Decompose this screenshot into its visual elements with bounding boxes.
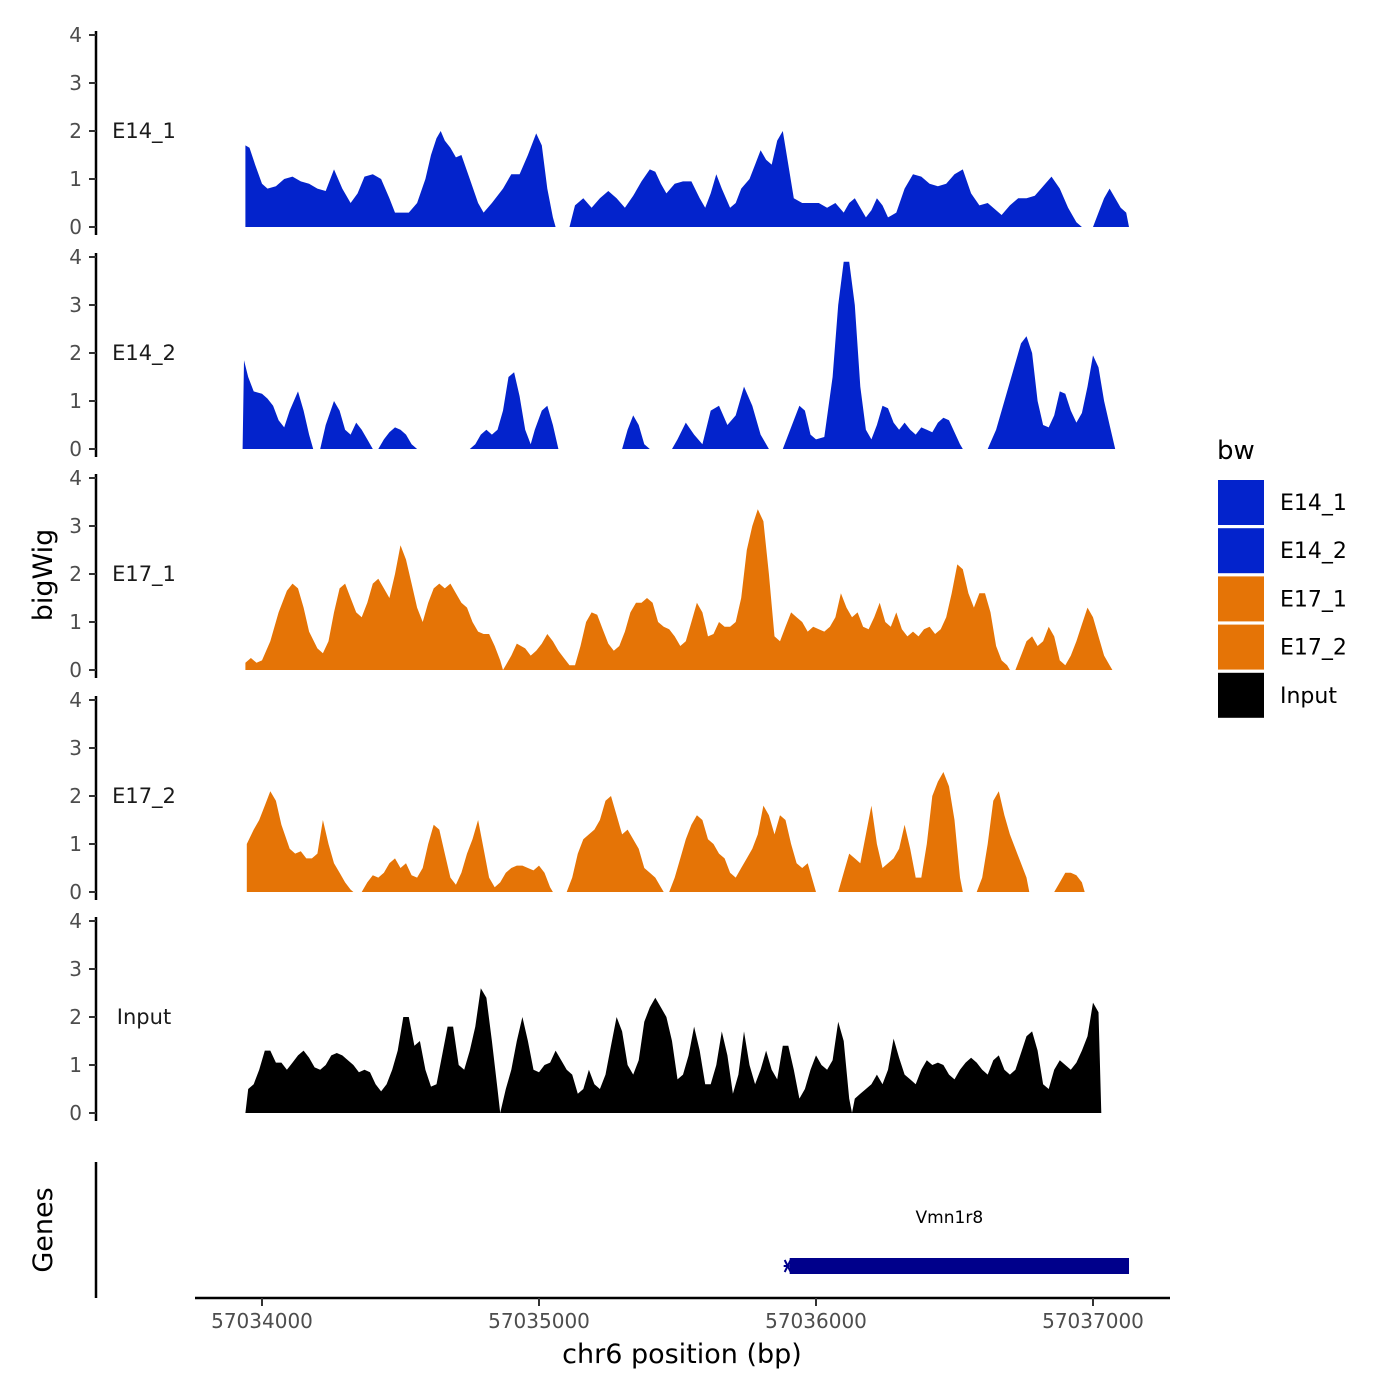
legend-swatch-E17_2 (1218, 624, 1264, 670)
legend-label-Input: Input (1280, 684, 1337, 709)
y-tick-label: 4 (69, 245, 82, 269)
y-axis-title: bigWig (28, 529, 59, 622)
legend-label-E14_1: E14_1 (1280, 491, 1347, 516)
coverage-area-E14_2 (242, 360, 418, 449)
coverage-area-E14_1 (1093, 188, 1129, 227)
x-tick-label: 57037000 (1042, 1309, 1144, 1333)
coverage-area-E14_2 (622, 415, 650, 449)
legend-label-E17_2: E17_2 (1280, 636, 1347, 661)
coverage-area-E14_2 (469, 372, 559, 449)
track-label-E14_1: E14_1 (112, 119, 176, 144)
legend-label-E14_2: E14_2 (1280, 539, 1347, 564)
x-tick-label: 57034000 (211, 1309, 313, 1333)
track-E14_1: 0 1 2 3 4 E14_1 (69, 23, 1129, 239)
coverage-area-E14_1 (245, 131, 556, 227)
coverage-area-E17_2 (838, 772, 963, 892)
coverage-area-E17_1 (245, 509, 1010, 670)
y-tick-label: 2 (69, 784, 82, 808)
legend-swatch-Input (1218, 672, 1264, 718)
y-tick-label: 0 (69, 437, 82, 461)
gene-strand-glyph (783, 1259, 792, 1273)
x-tick-label: 57035000 (488, 1309, 590, 1333)
gene-body-Vmn1r8 (789, 1258, 1130, 1274)
coverage-area-E17_2 (1054, 872, 1085, 892)
legend-swatch-E14_1 (1218, 480, 1264, 525)
track-E17_1: 0 1 2 3 4 E17_1 (69, 466, 1113, 682)
y-tick-label: 4 (69, 909, 82, 933)
y-tick-label: 3 (69, 514, 82, 538)
track-E14_2: 0 1 2 3 4 E14_2 (69, 245, 1116, 461)
coverage-area-Input (852, 1002, 1102, 1113)
y-tick-label: 2 (69, 119, 82, 143)
coverage-area-E17_2 (361, 820, 553, 892)
y-tick-label: 4 (69, 688, 82, 712)
y-tick-label: 0 (69, 658, 82, 682)
y-tick-label: 2 (69, 1005, 82, 1029)
y-tick-label: 4 (69, 23, 82, 47)
y-tick-label: 0 (69, 880, 82, 904)
y-tick-label: 3 (69, 71, 82, 95)
track-label-Input: Input (117, 1005, 171, 1029)
y-tick-label: 1 (69, 1053, 82, 1077)
y-tick-label: 4 (69, 466, 82, 490)
coverage-area-E17_2 (976, 791, 1030, 892)
x-axis-title: chr6 position (bp) (562, 1339, 802, 1370)
legend-swatch-E14_2 (1218, 528, 1264, 574)
gene-label-Vmn1r8: Vmn1r8 (916, 1208, 984, 1228)
track-label-E17_1: E17_1 (112, 562, 176, 587)
y-tick-label: 3 (69, 957, 82, 981)
legend-swatch-E17_1 (1218, 576, 1264, 622)
y-tick-label: 2 (69, 341, 82, 365)
track-E17_2: 0 1 2 3 4 E17_2 (69, 688, 1085, 904)
genes-panel: Genes Vmn1r8 (28, 1162, 1130, 1298)
y-tick-label: 2 (69, 562, 82, 586)
legend-title: bw (1217, 436, 1255, 466)
coverage-area-E17_2 (669, 805, 816, 892)
coverage-area-E17_2 (246, 791, 354, 892)
coverage-area-E14_2 (672, 386, 769, 449)
genes-axis-title: Genes (28, 1187, 59, 1272)
x-tick-label: 57036000 (765, 1309, 867, 1333)
track-label-E17_2: E17_2 (112, 784, 176, 809)
track-label-E14_2: E14_2 (112, 341, 176, 366)
y-tick-label: 1 (69, 610, 82, 634)
y-tick-label: 3 (69, 293, 82, 317)
y-tick-label: 1 (69, 167, 82, 191)
x-axis: chr6 position (bp) 57034000 57035000 57036… (195, 1296, 1170, 1370)
coverage-area-E14_2 (987, 336, 1116, 449)
coverage-area-Input (245, 988, 501, 1113)
y-tick-label: 3 (69, 736, 82, 760)
coverage-area-Input (500, 997, 852, 1113)
y-tick-label: 1 (69, 389, 82, 413)
coverage-area-E14_2 (782, 261, 963, 449)
y-tick-label: 0 (69, 215, 82, 239)
coverage-area-E14_1 (569, 131, 1082, 227)
track-Input: 0 1 2 3 4 Input (69, 909, 1102, 1125)
y-tick-label: 1 (69, 832, 82, 856)
coverage-area-E17_2 (566, 796, 664, 892)
legend: bw E14_1 E14_2 E17_1 E17_2 Input (1217, 436, 1347, 718)
coverage-tracks: 0 1 2 3 4 E14_1 0 1 2 3 4 E14_2 0 1 2 3 4 E17_1 0 1 2 3 4 E17_2… (69, 23, 1129, 1125)
coverage-area-E17_1 (1015, 607, 1113, 670)
legend-label-E17_1: E17_1 (1280, 587, 1347, 612)
y-tick-label: 0 (69, 1101, 82, 1125)
